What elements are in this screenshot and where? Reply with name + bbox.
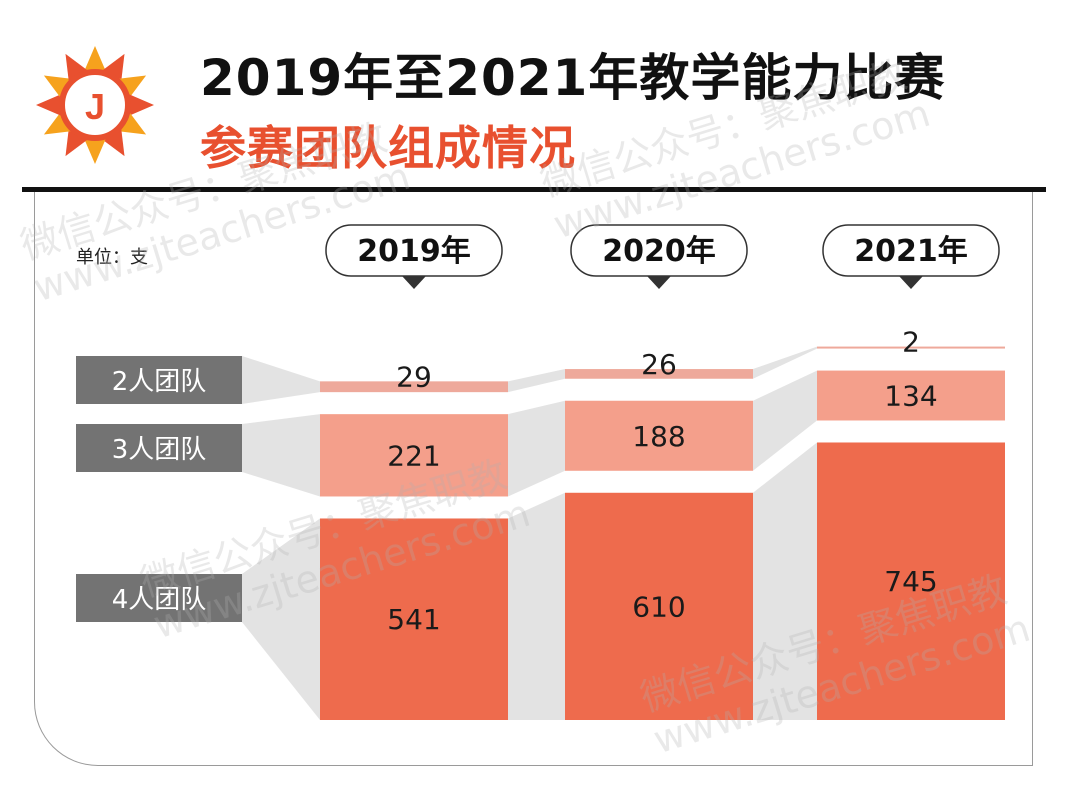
data-label: 134 xyxy=(884,380,937,413)
year-pill-pointer xyxy=(899,276,923,289)
year-pill: 2020年 xyxy=(570,224,748,289)
category-label: 2019年 xyxy=(357,234,471,269)
data-label: 541 xyxy=(387,603,440,636)
series-label: 2人团队 xyxy=(112,367,207,397)
flow-connector xyxy=(753,370,817,471)
data-label: 745 xyxy=(884,565,937,598)
bar-segment xyxy=(817,346,1005,349)
row-label-box xyxy=(76,356,242,404)
flow-connector xyxy=(508,400,565,497)
logo-letter: J xyxy=(85,86,105,127)
category-label: 2020年 xyxy=(602,234,716,269)
data-label: 188 xyxy=(632,420,685,453)
chart-frame xyxy=(34,192,1033,766)
bar-segment xyxy=(565,400,753,471)
flow-connector xyxy=(242,518,320,720)
flow-connector xyxy=(753,346,817,379)
flow-connector xyxy=(753,442,817,720)
bar-segment xyxy=(817,442,1005,720)
row-label-box xyxy=(76,574,242,622)
bar-segment xyxy=(565,492,753,720)
row-label-box xyxy=(76,424,242,472)
flow-connectors xyxy=(242,346,817,720)
year-pill: 2019年 xyxy=(325,224,503,289)
series-label: 4人团队 xyxy=(112,585,207,615)
flow-connector xyxy=(242,414,320,497)
bar-segment xyxy=(565,369,753,379)
series-label: 3人团队 xyxy=(112,435,207,465)
data-label: 2 xyxy=(902,326,920,359)
data-label: 26 xyxy=(641,348,677,381)
data-label: 221 xyxy=(387,439,440,472)
data-label: 29 xyxy=(396,360,432,393)
bar-segment xyxy=(320,518,508,720)
logo: J xyxy=(36,46,154,164)
year-pill: 2021年 xyxy=(822,224,1000,289)
title-rule xyxy=(22,187,1046,192)
bar-segment xyxy=(320,414,508,497)
flow-connector xyxy=(242,356,320,404)
category-label: 2021年 xyxy=(854,234,968,269)
unit-label: 单位：支 xyxy=(76,247,148,268)
flow-connector xyxy=(508,492,565,720)
year-pill-pointer xyxy=(402,276,426,289)
page-title: 2019年至2021年教学能力比赛 xyxy=(200,49,946,107)
bar-segment xyxy=(320,381,508,393)
bar-segment xyxy=(817,370,1005,421)
logo-ring xyxy=(59,69,131,141)
year-pill-pointer xyxy=(647,276,671,289)
data-label: 610 xyxy=(632,590,685,623)
flow-connector xyxy=(508,369,565,393)
page-subtitle: 参赛团队组成情况 xyxy=(200,121,576,175)
